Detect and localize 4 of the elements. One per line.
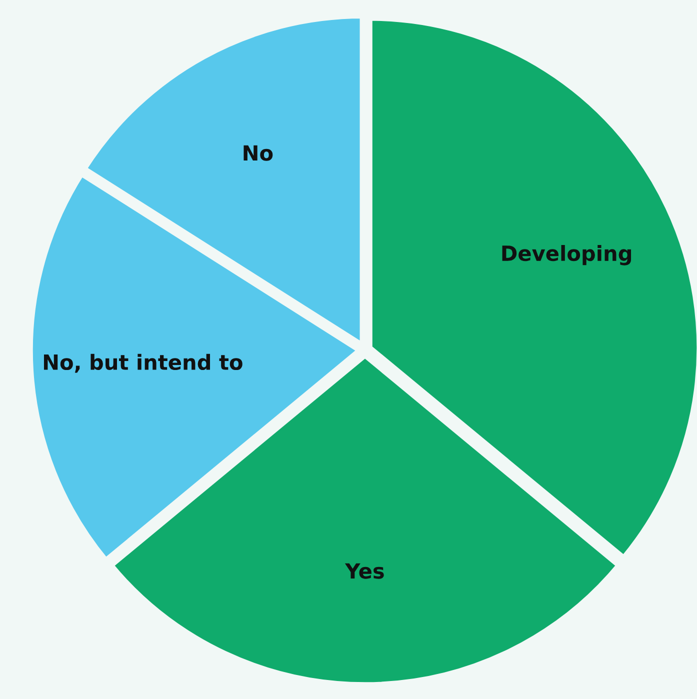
- slice-label: No: [244, 145, 273, 161]
- slice-label: Developing: [502, 244, 632, 266]
- slice-label: Yes: [344, 563, 384, 579]
- slice-label: No, but intend to: [44, 354, 242, 373]
